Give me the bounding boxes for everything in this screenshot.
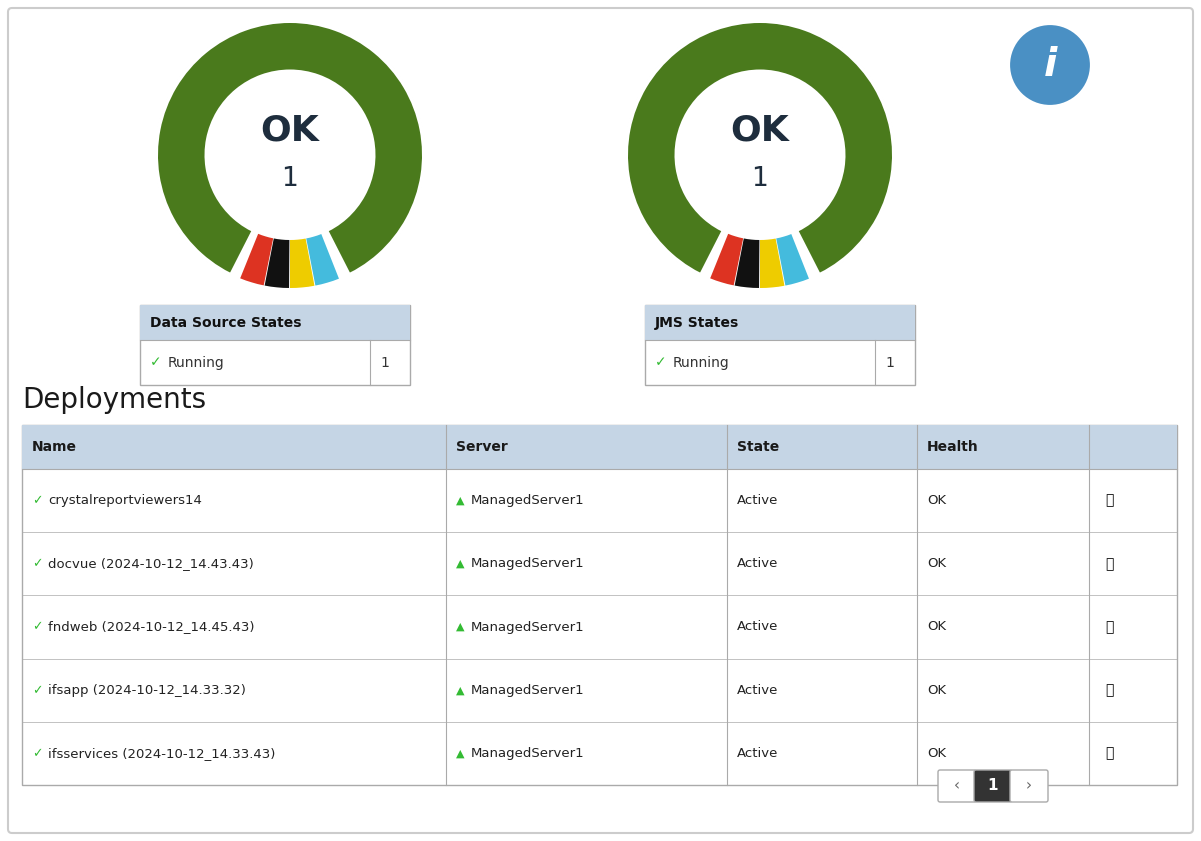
Text: 🔔: 🔔 xyxy=(1105,557,1113,571)
Text: Health: Health xyxy=(927,440,979,454)
Wedge shape xyxy=(264,239,289,288)
Text: ▲: ▲ xyxy=(456,622,465,632)
FancyBboxPatch shape xyxy=(974,770,1012,802)
Circle shape xyxy=(1008,23,1092,107)
Circle shape xyxy=(210,75,370,235)
Text: OK: OK xyxy=(927,621,946,633)
Text: ✓: ✓ xyxy=(655,356,667,369)
Text: 🔔: 🔔 xyxy=(1105,747,1113,760)
Text: Running: Running xyxy=(673,356,730,369)
Wedge shape xyxy=(204,70,376,235)
Wedge shape xyxy=(776,234,809,286)
Text: 1: 1 xyxy=(380,356,389,369)
Text: Name: Name xyxy=(32,440,77,454)
Text: fndweb (2024-10-12_14.45.43): fndweb (2024-10-12_14.45.43) xyxy=(48,621,255,633)
Wedge shape xyxy=(735,239,759,288)
Text: 🔔: 🔔 xyxy=(1105,683,1113,697)
Text: State: State xyxy=(736,440,778,454)
FancyBboxPatch shape xyxy=(645,305,915,341)
Text: 🔔: 🔔 xyxy=(1105,620,1113,634)
Text: ✓: ✓ xyxy=(32,558,42,570)
Text: JMS States: JMS States xyxy=(655,315,740,330)
Text: ✓: ✓ xyxy=(32,621,42,633)
Text: ✓: ✓ xyxy=(32,684,42,696)
Text: ✓: ✓ xyxy=(32,495,42,507)
Text: ‹: ‹ xyxy=(954,779,960,794)
Text: ManagedServer1: ManagedServer1 xyxy=(471,621,585,633)
Text: ▲: ▲ xyxy=(456,685,465,696)
Wedge shape xyxy=(289,239,315,288)
Text: ▲: ▲ xyxy=(456,748,465,759)
FancyBboxPatch shape xyxy=(22,425,1177,469)
Text: docvue (2024-10-12_14.43.43): docvue (2024-10-12_14.43.43) xyxy=(48,558,253,570)
Text: crystalreportviewers14: crystalreportviewers14 xyxy=(48,495,202,507)
Text: Active: Active xyxy=(736,621,778,633)
Text: 🔔: 🔔 xyxy=(1105,494,1113,508)
Text: Active: Active xyxy=(736,495,778,507)
Text: Active: Active xyxy=(736,558,778,570)
Text: 1: 1 xyxy=(987,779,998,794)
FancyBboxPatch shape xyxy=(22,425,1177,785)
Text: ›: › xyxy=(1026,779,1032,794)
Wedge shape xyxy=(625,19,896,281)
Text: ifsservices (2024-10-12_14.33.43): ifsservices (2024-10-12_14.33.43) xyxy=(48,747,275,760)
Text: 1: 1 xyxy=(281,167,298,193)
Text: OK: OK xyxy=(730,114,789,148)
Text: 1: 1 xyxy=(752,167,769,193)
Text: 1: 1 xyxy=(885,356,894,369)
FancyBboxPatch shape xyxy=(141,305,410,341)
Text: ▲: ▲ xyxy=(456,495,465,505)
Wedge shape xyxy=(306,234,339,286)
Text: ManagedServer1: ManagedServer1 xyxy=(471,495,585,507)
Text: ManagedServer1: ManagedServer1 xyxy=(471,558,585,570)
Text: ifsapp (2024-10-12_14.33.32): ifsapp (2024-10-12_14.33.32) xyxy=(48,684,246,696)
Text: i: i xyxy=(1044,46,1057,84)
Text: Server: Server xyxy=(456,440,508,454)
FancyBboxPatch shape xyxy=(645,305,915,385)
Text: OK: OK xyxy=(927,495,946,507)
Wedge shape xyxy=(760,239,784,288)
Circle shape xyxy=(680,75,839,235)
Wedge shape xyxy=(155,20,425,275)
Text: ManagedServer1: ManagedServer1 xyxy=(471,684,585,696)
Wedge shape xyxy=(240,234,273,285)
Text: OK: OK xyxy=(927,558,946,570)
Wedge shape xyxy=(625,20,895,275)
FancyBboxPatch shape xyxy=(1010,770,1048,802)
Text: OK: OK xyxy=(927,684,946,696)
Text: OK: OK xyxy=(927,747,946,760)
Text: Data Source States: Data Source States xyxy=(150,315,301,330)
Text: OK: OK xyxy=(261,114,319,148)
FancyBboxPatch shape xyxy=(938,770,976,802)
Text: Deployments: Deployments xyxy=(22,386,207,414)
FancyBboxPatch shape xyxy=(141,305,410,385)
Text: Running: Running xyxy=(168,356,225,369)
Wedge shape xyxy=(710,234,743,285)
Text: Active: Active xyxy=(736,747,778,760)
Text: ✓: ✓ xyxy=(150,356,162,369)
Text: ▲: ▲ xyxy=(456,558,465,569)
Text: ✓: ✓ xyxy=(32,747,42,760)
FancyBboxPatch shape xyxy=(8,8,1193,833)
Wedge shape xyxy=(154,19,426,281)
Wedge shape xyxy=(675,70,846,235)
Text: ManagedServer1: ManagedServer1 xyxy=(471,747,585,760)
Text: Active: Active xyxy=(736,684,778,696)
